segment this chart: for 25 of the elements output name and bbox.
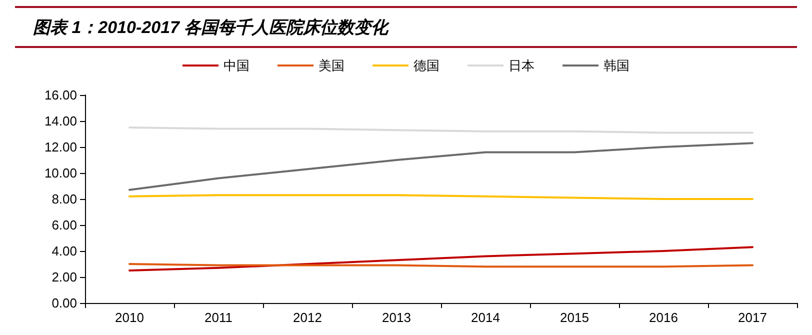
x-tick-label: 2017 — [738, 310, 767, 325]
y-tick-label: 8.00 — [52, 192, 77, 206]
y-tick-label: 0.00 — [52, 296, 77, 310]
x-tick-label: 2015 — [560, 310, 589, 325]
x-tick-label: 2014 — [471, 310, 500, 325]
y-tick-label: 14.00 — [44, 114, 77, 128]
y-tick-label: 2.00 — [52, 270, 77, 284]
chart-title: 图表 1：2010-2017 各国每千人医院床位数变化 — [15, 6, 797, 48]
y-tick-label: 10.00 — [44, 166, 77, 180]
x-tick-label: 2012 — [293, 310, 322, 325]
x-tick-label: 2010 — [115, 310, 144, 325]
x-tick-label: 2016 — [649, 310, 678, 325]
y-tick-label: 16.00 — [44, 88, 77, 102]
legend-label: 中国 — [224, 58, 250, 73]
legend-label: 韩国 — [604, 58, 630, 73]
y-tick-label: 12.00 — [44, 140, 77, 154]
x-tick-label: 2013 — [382, 310, 411, 325]
legend-label: 德国 — [414, 58, 440, 73]
legend-label: 美国 — [318, 58, 344, 73]
line-series — [128, 246, 754, 272]
y-tick-label: 4.00 — [52, 244, 77, 258]
x-tick-label: 2011 — [204, 310, 232, 325]
line-series — [128, 142, 754, 191]
y-tick-label: 6.00 — [52, 218, 77, 232]
legend-label: 日本 — [508, 58, 534, 73]
